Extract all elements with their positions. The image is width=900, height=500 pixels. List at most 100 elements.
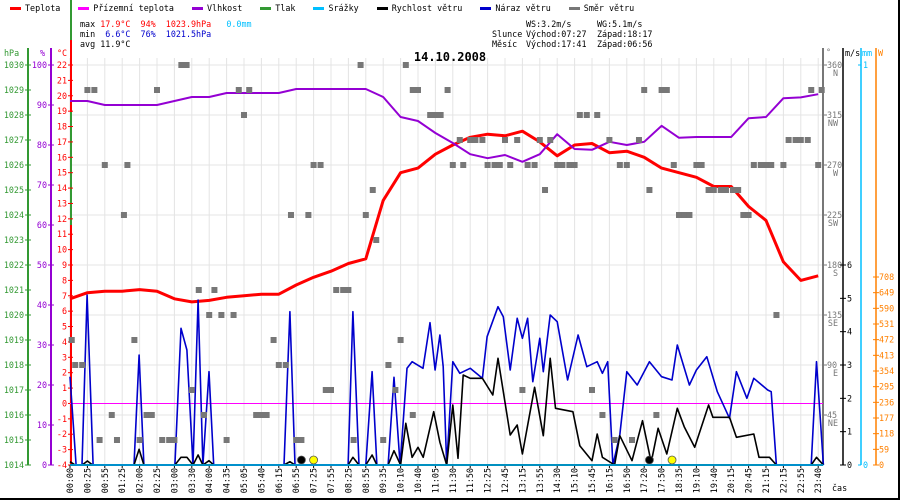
pressure-tick-label: 1024 [4, 210, 24, 220]
wind-direction-point [693, 162, 700, 168]
stats-avg-row: avg 11.9°C [80, 39, 130, 49]
wind-direction-point [686, 212, 693, 218]
sunrise-time: Východ:07:27 [526, 29, 587, 39]
wind-direction-point [531, 162, 538, 168]
pressure-tick-label: 1026 [4, 160, 24, 170]
temperature-tick-label: 14 [57, 183, 67, 193]
wind-direction-point [606, 137, 613, 143]
radiation-tick-label: 708 [879, 272, 894, 282]
wind-direction-point [206, 312, 213, 318]
radiation-tick-label: 59 [879, 444, 889, 454]
speed-tick-label: 6 [847, 260, 852, 270]
wind-direction-point [524, 162, 531, 168]
wind-direction-series [68, 62, 825, 443]
sun-label: Slunce [492, 29, 523, 39]
wind-gust-line [69, 294, 825, 466]
x-tick-label: 21:15 [761, 468, 771, 493]
radiation-tick-label: 118 [879, 429, 894, 439]
x-tick-label: 12:45 [500, 468, 510, 493]
pressure-tick-label: 1020 [4, 310, 24, 320]
x-tick-label: 07:25 [309, 468, 319, 493]
wind-direction-point [502, 137, 508, 143]
wind-direction-point [293, 437, 300, 443]
wind-direction-point [124, 162, 131, 168]
wind-direction-point [808, 87, 815, 93]
wind-direction-point [599, 412, 606, 418]
legend-item: Vlhkost [191, 3, 242, 13]
avg-label: avg [80, 39, 96, 49]
x-tick-label: 23:40 [813, 468, 823, 493]
rain-total: 0.0mm [226, 19, 252, 29]
wind-direction-point [818, 87, 825, 93]
x-tick-label: 14:30 [552, 468, 562, 493]
wind-direction-point [484, 162, 491, 168]
wind-direction-point [554, 162, 561, 168]
x-tick-label: 00:25 [82, 468, 92, 493]
temperature-tick-label: 18 [57, 122, 67, 132]
temperature-tick-label: -2 [57, 429, 67, 439]
humidity-tick-label: 90 [37, 100, 47, 110]
wind-direction-point [200, 412, 207, 418]
x-tick-label: 03:30 [187, 468, 197, 493]
moon-set-marker [297, 455, 306, 465]
legend-swatch [78, 6, 90, 10]
x-tick-label: 02:25 [152, 468, 162, 493]
rain-tick-label: 0 [863, 460, 868, 470]
wind-direction-point [218, 312, 225, 318]
wind-direction-point [183, 62, 190, 68]
speed-tick-label: 0 [847, 460, 852, 470]
pressure-tick-label: 1022 [4, 260, 24, 270]
temperature-tick-label: 11 [57, 229, 67, 239]
wind-direction-point [263, 412, 270, 418]
wind-direction-point [79, 362, 86, 368]
wind-direction-point [641, 87, 648, 93]
x-tick-label: 05:40 [256, 468, 266, 493]
wind-direction-point [444, 87, 451, 93]
pressure-unit: hPa [4, 48, 19, 58]
temperature-tick-label: 10 [57, 245, 67, 255]
legend-item: Směr větru [568, 3, 634, 13]
temperature-tick-label: -4 [57, 460, 67, 470]
humidity-tick-label: 0 [42, 460, 47, 470]
temperature-line [69, 129, 819, 304]
speed-tick-label: 1 [847, 427, 852, 437]
x-tick-label: 19:40 [709, 468, 719, 493]
x-tick-label: 17:50 [657, 468, 667, 493]
x-tick-label: 13:15 [517, 468, 527, 493]
wind-direction-point [815, 162, 822, 168]
wind-direction-point [258, 412, 265, 418]
stats-min-row: min 6.6°C 76% 1021.5hPa [80, 29, 211, 39]
wind-direction-point [282, 362, 289, 368]
wind-direction-point [131, 337, 138, 343]
legend-swatch [313, 6, 325, 10]
direction-compass-label: NW [828, 118, 839, 128]
temperature-tick-label: 9 [62, 260, 67, 270]
wind-direction-point [188, 387, 195, 393]
radiation-tick-label: 295 [879, 382, 894, 392]
x-tick-label: 11:05 [430, 468, 440, 493]
min-pressure: 1021.5hPa [165, 29, 212, 39]
wind-direction-point [646, 187, 653, 193]
wind-direction-point [275, 362, 282, 368]
x-tick-label: 12:25 [483, 468, 493, 493]
wind-direction-point [409, 87, 416, 93]
pressure-tick-label: 1027 [4, 135, 24, 145]
wind-direction-point [397, 337, 404, 343]
sunset-time: Západ:18:17 [597, 29, 653, 39]
pressure-tick-label: 1019 [4, 335, 24, 345]
wind-direction-point [698, 162, 705, 168]
wind-direction-point [101, 162, 108, 168]
wind-direction-point [298, 437, 305, 443]
pressure-tick-label: 1025 [4, 185, 24, 195]
direction-compass-label: N [833, 68, 838, 78]
temperature-tick-label: 4 [62, 337, 67, 347]
legend-swatch [260, 6, 272, 10]
x-tick-label: 06:15 [274, 468, 284, 493]
wind-direction-point [369, 187, 376, 193]
wind-direction-point [235, 87, 242, 93]
wind-direction-point [68, 337, 75, 343]
wind-direction-point [681, 212, 688, 218]
wind-direction-point [211, 287, 218, 293]
x-tick-label: 11:50 [465, 468, 475, 493]
